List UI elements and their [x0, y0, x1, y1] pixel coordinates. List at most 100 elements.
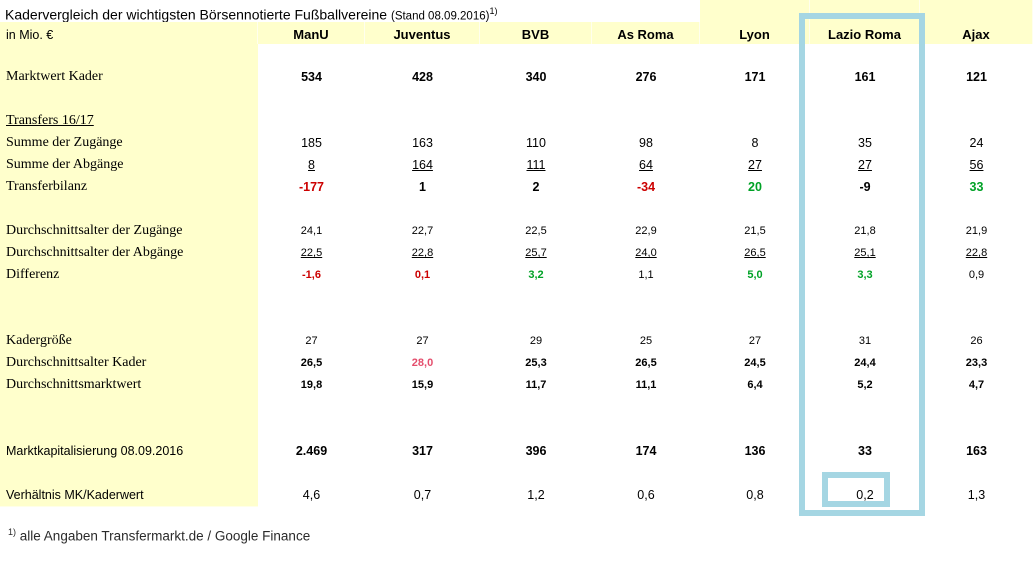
spacer-row — [258, 396, 1033, 418]
table-cell: 185 — [258, 132, 365, 154]
row-label: Transfers 16/17 — [0, 110, 258, 133]
row-label-spacer — [0, 308, 258, 331]
footnote-marker: 1) — [489, 6, 498, 16]
column-header-lyon: Lyon — [700, 22, 810, 48]
table-cell: 0,8 — [700, 484, 810, 506]
column-header-as-roma: As Roma — [592, 22, 700, 48]
spacer-row — [258, 44, 1033, 66]
table-cell: 0,1 — [365, 264, 480, 286]
row-label: Durchschnittsalter Kader — [0, 352, 258, 375]
row-label: Marktkapitalisierung 08.09.2016 — [0, 440, 258, 463]
table-cell: 534 — [258, 66, 365, 88]
row-label: Durchschnittsalter der Abgänge — [0, 242, 258, 265]
title-date: (Stand 08.09.2016) — [390, 10, 490, 23]
column-header-bvb: BVB — [480, 22, 592, 48]
table-cell: 171 — [700, 66, 810, 88]
spacer-row — [258, 418, 1033, 440]
table-cell: 29 — [480, 330, 592, 352]
unit-label: in Mio. € — [0, 22, 258, 48]
table-cell: 98 — [592, 132, 700, 154]
table-cell — [920, 110, 1033, 132]
table-cell: 111 — [480, 154, 592, 176]
table-cell: 110 — [480, 132, 592, 154]
table-cell: 33 — [810, 440, 920, 462]
table-cell: 164 — [365, 154, 480, 176]
column-header-ajax: Ajax — [920, 22, 1033, 48]
table-cell: 33 — [920, 176, 1033, 198]
row-label: Summe der Zugänge — [0, 132, 258, 155]
table-cell: 26,5 — [592, 352, 700, 374]
table-cell: 27 — [700, 330, 810, 352]
footnote-marker: 1) — [8, 527, 17, 537]
table-cell: 276 — [592, 66, 700, 88]
table-cell: 6,4 — [700, 374, 810, 396]
table-cell: 19,8 — [258, 374, 365, 396]
table-cell: 1,1 — [592, 264, 700, 286]
table-cell: 0,2 — [810, 484, 920, 506]
table-cell: 25,3 — [480, 352, 592, 374]
table-cell: 26 — [920, 330, 1033, 352]
table-cell: -1,6 — [258, 264, 365, 286]
row-label: Marktwert Kader — [0, 66, 258, 89]
row-label: Transferbilanz — [0, 176, 258, 199]
title-row-yellow-cell — [920, 0, 1033, 23]
table-cell: 0,9 — [920, 264, 1033, 286]
title-text: Kadervergleich der wichtigsten Börsennot… — [5, 6, 388, 23]
table-cell: 35 — [810, 132, 920, 154]
row-label: Durchschnittsalter der Zugänge — [0, 220, 258, 243]
table-cell: 1,3 — [920, 484, 1033, 506]
table-cell: 56 — [920, 154, 1033, 176]
table-cell: 5,0 — [700, 264, 810, 286]
row-label-spacer — [0, 88, 258, 111]
table-cell: 24,1 — [258, 220, 365, 242]
title-row-yellow-cell — [810, 0, 920, 23]
table-cell: -34 — [592, 176, 700, 198]
table-cell: 174 — [592, 440, 700, 462]
table-cell: 24 — [920, 132, 1033, 154]
table-cell: 23,3 — [920, 352, 1033, 374]
table-cell: 163 — [365, 132, 480, 154]
table-cell: -9 — [810, 176, 920, 198]
row-label: Differenz — [0, 264, 258, 287]
table-cell: 31 — [810, 330, 920, 352]
table-cell: 11,7 — [480, 374, 592, 396]
table-cell: 3,2 — [480, 264, 592, 286]
table-cell: 22,8 — [920, 242, 1033, 264]
table-cell: 161 — [810, 66, 920, 88]
table-cell: 22,9 — [592, 220, 700, 242]
table-cell — [480, 110, 592, 132]
spacer-row — [258, 462, 1033, 484]
table-cell: 340 — [480, 66, 592, 88]
table-cell: 8 — [258, 154, 365, 176]
table-cell: 15,9 — [365, 374, 480, 396]
row-label-spacer — [0, 418, 258, 441]
spacer-row — [258, 286, 1033, 308]
row-label: Verhältnis MK/Kaderwert — [0, 484, 258, 507]
table-cell: 8 — [700, 132, 810, 154]
row-label: Summe der Abgänge — [0, 154, 258, 177]
table-cell: 317 — [365, 440, 480, 462]
table-cell: 2 — [480, 176, 592, 198]
table-cell: 21,8 — [810, 220, 920, 242]
table-cell: 25,7 — [480, 242, 592, 264]
table-cell — [365, 110, 480, 132]
table-cell: 22,8 — [365, 242, 480, 264]
row-label-spacer — [0, 198, 258, 221]
table-cell: 64 — [592, 154, 700, 176]
table-cell: 428 — [365, 66, 480, 88]
table-cell: 26,5 — [258, 352, 365, 374]
table-cell: 21,5 — [700, 220, 810, 242]
spacer-row — [258, 88, 1033, 110]
page-title: Kadervergleich der wichtigsten Börsennot… — [0, 0, 700, 23]
table-cell: 4,7 — [920, 374, 1033, 396]
table-cell: 22,7 — [365, 220, 480, 242]
table-cell: 27 — [700, 154, 810, 176]
row-label: Kadergröße — [0, 330, 258, 353]
column-header-lazio-roma: Lazio Roma — [810, 22, 920, 48]
table-cell: 24,4 — [810, 352, 920, 374]
table-cell: 1 — [365, 176, 480, 198]
table-cell: 27 — [365, 330, 480, 352]
table-cell: 24,5 — [700, 352, 810, 374]
table-cell: 25,1 — [810, 242, 920, 264]
